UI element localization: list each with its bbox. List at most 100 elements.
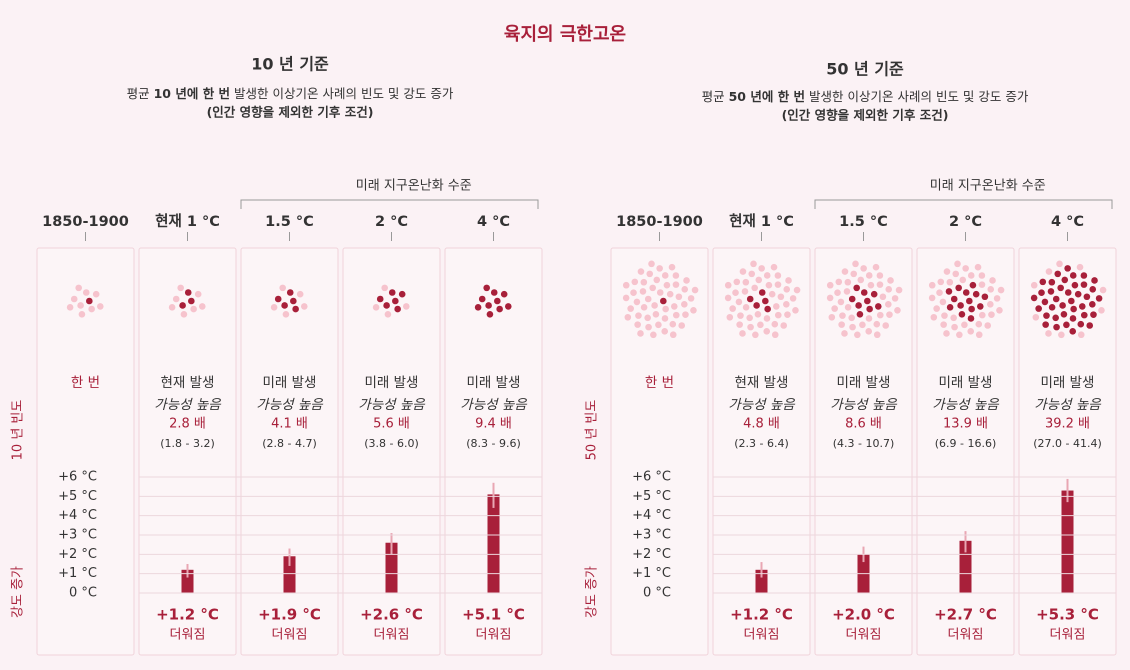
column-box — [1018, 247, 1117, 656]
event-dot — [872, 263, 880, 271]
frequency-range: (4.3 - 10.7) — [833, 437, 895, 450]
y-tick-label: +4 °C — [632, 508, 671, 523]
event-dot — [500, 290, 508, 298]
event-dot — [490, 289, 498, 296]
event-dot — [737, 312, 744, 319]
event-dot — [754, 310, 762, 318]
event-dot — [984, 322, 992, 329]
event-dot — [855, 302, 862, 309]
event-dot — [747, 323, 754, 331]
event-dot — [661, 315, 669, 322]
column-box — [916, 247, 1015, 656]
event-dot — [997, 286, 1005, 294]
event-dot — [372, 304, 380, 311]
event-dot — [752, 331, 759, 339]
event-dot — [887, 277, 894, 284]
dot-cluster — [928, 260, 1005, 339]
event-dot — [1080, 272, 1088, 279]
dot-cluster — [66, 284, 104, 318]
bar-value-note: 더워짐 — [948, 628, 984, 643]
dot-cluster — [474, 284, 512, 318]
event-dot — [383, 302, 390, 309]
event-dot — [651, 302, 658, 309]
event-dot — [683, 277, 690, 284]
event-dot — [885, 301, 892, 308]
event-dot — [930, 313, 938, 321]
event-dot — [967, 315, 975, 322]
event-dot — [826, 281, 834, 289]
frequency-value: 9.4 배 — [475, 417, 512, 432]
column-box — [444, 247, 543, 656]
event-dot — [376, 295, 384, 303]
event-dot — [874, 303, 882, 310]
category-label: 4 °C — [1051, 214, 1084, 230]
event-dot — [648, 260, 655, 268]
subtitle-note: (인간 영향을 제외한 기후 조건) — [782, 108, 949, 123]
subtitle-part: 10 년에 한 번 — [154, 86, 230, 101]
event-dot — [1064, 289, 1072, 296]
event-dot — [968, 305, 975, 313]
event-dot — [622, 281, 630, 289]
event-dot — [296, 290, 304, 298]
event-dot — [88, 305, 95, 313]
event-dot — [1080, 281, 1088, 288]
event-dot — [844, 304, 852, 311]
event-dot — [1053, 323, 1060, 331]
event-dot — [66, 304, 74, 311]
y-tick-label: +6 °C — [58, 470, 97, 485]
y-tick-label: +2 °C — [632, 547, 671, 562]
event-dot — [962, 265, 969, 272]
event-dot — [758, 265, 765, 272]
subtitle-part: 50 년에 한 번 — [729, 89, 805, 104]
frequency-line2: 가능성 높음 — [932, 397, 1000, 413]
event-dot — [750, 260, 757, 268]
event-dot — [969, 281, 977, 289]
event-dot — [952, 270, 960, 278]
event-dot — [1045, 330, 1052, 337]
event-dot — [1076, 263, 1084, 271]
event-dot — [290, 297, 297, 305]
event-dot — [402, 303, 410, 310]
event-dot — [184, 289, 192, 296]
bar-value-label: +2.6 °C — [360, 606, 423, 624]
event-dot — [856, 310, 864, 318]
event-dot — [486, 310, 494, 318]
event-dot — [777, 293, 785, 301]
event-dot — [1052, 314, 1059, 322]
event-dot — [1064, 265, 1071, 272]
event-dot — [735, 298, 743, 306]
event-dot — [962, 289, 970, 296]
event-dot — [1095, 295, 1103, 302]
event-dot — [974, 263, 982, 271]
event-dot — [1030, 281, 1038, 289]
event-dot — [1098, 307, 1105, 314]
subtitle-note: (인간 영향을 제외한 기후 조건) — [207, 105, 374, 120]
event-dot — [640, 304, 648, 311]
event-dot — [646, 270, 654, 278]
event-dot — [993, 295, 1001, 302]
event-dot — [92, 290, 100, 298]
event-dot — [1030, 294, 1038, 302]
event-dot — [1057, 284, 1064, 292]
event-dot — [860, 265, 867, 272]
event-dot — [1035, 305, 1042, 312]
event-dot — [194, 290, 202, 298]
column-box — [36, 247, 135, 656]
event-dot — [1071, 281, 1079, 289]
event-dot — [751, 284, 758, 292]
column-box — [814, 247, 913, 656]
bar — [487, 494, 500, 593]
y-tick-label: +2 °C — [58, 547, 97, 562]
event-dot — [627, 305, 634, 312]
dot-cluster — [622, 260, 699, 339]
event-dot — [733, 278, 741, 286]
bar — [755, 569, 768, 593]
y-tick-label: +6 °C — [632, 470, 671, 485]
event-dot — [398, 290, 406, 298]
event-dot — [190, 305, 197, 313]
bar-value-note: 더워짐 — [170, 628, 206, 643]
event-dot — [886, 311, 893, 318]
event-dot — [681, 286, 689, 293]
event-dot — [1058, 331, 1065, 339]
event-dot — [633, 298, 641, 306]
